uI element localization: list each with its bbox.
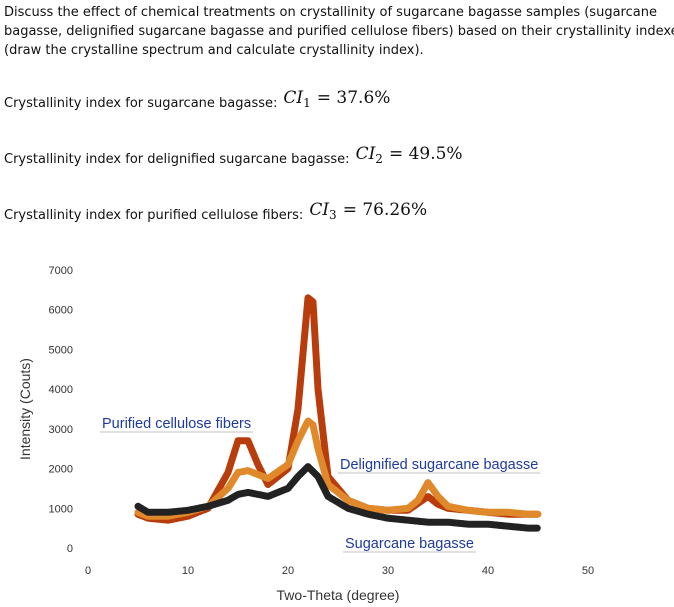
- ci-symbol: CI: [309, 200, 329, 220]
- y-tick-label: 6000: [49, 305, 73, 317]
- answer-label: Crystallinity index for purified cellulo…: [4, 208, 303, 223]
- series-annotation: Delignified sugarcane bagasse: [340, 457, 538, 473]
- answer-label: Crystallinity index for sugarcane bagass…: [4, 96, 277, 111]
- series-line: [134, 463, 542, 532]
- answer-label: Crystallinity index for delignified suga…: [4, 152, 350, 167]
- question-line: Discuss the effect of chemical treatment…: [4, 5, 657, 20]
- x-tick-label: 0: [85, 565, 91, 577]
- question-line: (draw the crystalline spectrum and calcu…: [4, 43, 424, 58]
- y-tick-label: 7000: [49, 265, 73, 277]
- ci-subscript: 1: [303, 96, 311, 110]
- answer-equation: CI3 = 76.26%: [309, 200, 427, 222]
- y-tick-label: 2000: [49, 464, 73, 476]
- x-tick-label: 40: [482, 565, 494, 577]
- series-annotation: Purified cellulose fibers: [102, 416, 251, 432]
- ci-value: = 49.5%: [389, 144, 463, 164]
- ci-symbol: CI: [356, 144, 376, 164]
- ci-subscript: 2: [375, 152, 383, 166]
- ci-subscript: 3: [329, 208, 337, 222]
- ci-symbol: CI: [283, 88, 303, 108]
- ci-value: = 76.26%: [343, 200, 427, 220]
- answer-equation: CI2 = 49.5%: [356, 144, 463, 166]
- x-tick-label: 30: [382, 565, 394, 577]
- ci-value: = 37.6%: [317, 88, 391, 108]
- x-tick-label: 10: [182, 565, 194, 577]
- series-line: [134, 417, 542, 520]
- x-axis-label: Two-Theta (degree): [277, 587, 400, 603]
- y-axis-label: Intensity (Couts): [17, 358, 33, 460]
- y-tick-label: 0: [67, 543, 73, 555]
- series-annotation: Sugarcane bagasse: [345, 536, 474, 552]
- y-tick-label: 1000: [49, 503, 73, 515]
- y-tick-label: 3000: [49, 424, 73, 436]
- answer-equation: CI1 = 37.6%: [283, 88, 390, 110]
- y-tick-label: 5000: [49, 344, 73, 356]
- question-line: bagasse, delignified sugarcane bagasse a…: [4, 24, 674, 39]
- series-line: [134, 294, 542, 524]
- x-tick-label: 20: [282, 565, 294, 577]
- y-tick-label: 4000: [49, 384, 73, 396]
- x-tick-label: 50: [582, 565, 594, 577]
